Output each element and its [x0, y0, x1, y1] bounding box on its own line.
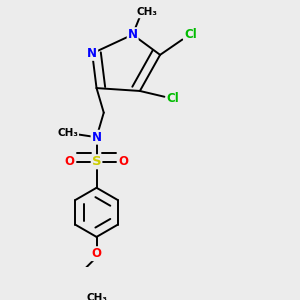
Text: N: N: [92, 131, 101, 144]
Text: O: O: [65, 155, 75, 168]
Text: O: O: [118, 155, 128, 168]
Text: Cl: Cl: [184, 28, 197, 41]
Text: O: O: [92, 247, 101, 260]
Text: CH₃: CH₃: [57, 128, 78, 138]
Text: S: S: [92, 155, 101, 168]
Text: N: N: [87, 47, 97, 60]
Text: CH₃: CH₃: [86, 292, 107, 300]
Text: CH₃: CH₃: [136, 8, 158, 17]
Text: Cl: Cl: [167, 92, 179, 105]
Text: N: N: [128, 28, 138, 41]
